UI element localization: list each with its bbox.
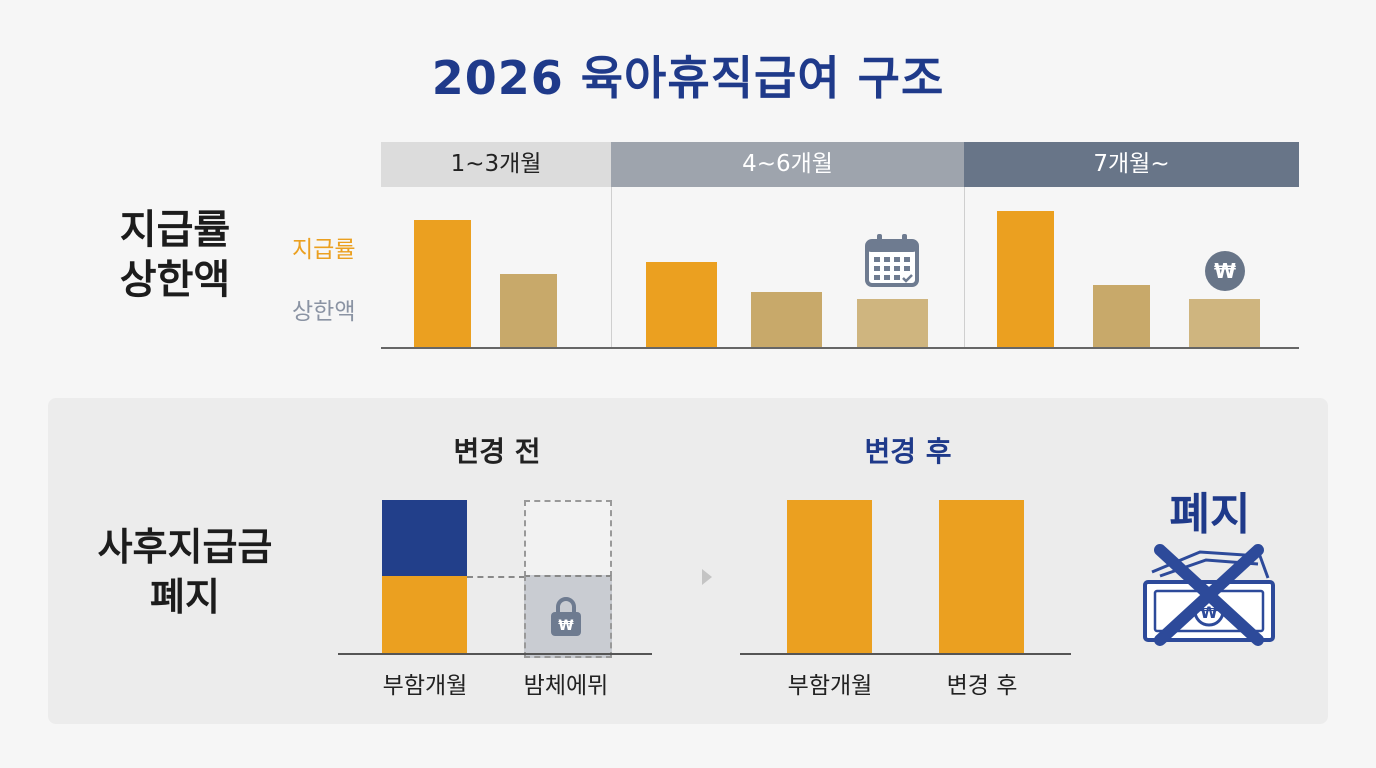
after-title: 변경 후 [864,435,952,468]
after-baseline [740,653,1071,655]
before-label-1: 부함개월 [382,673,468,699]
svg-text:₩: ₩ [1200,603,1218,622]
top-row-label-line-2: 상한액 [119,257,231,303]
abolish-label: 폐지 [1169,489,1251,540]
phase-divider-2 [964,187,965,348]
svg-text:₩: ₩ [1214,259,1236,283]
bottom-row-label: 사후지급금 폐지 [60,522,310,622]
won-coin-icon: ₩ [1204,250,1246,296]
deferred-empty-box [524,500,612,577]
legend-cap-amount: 상한액 [292,299,356,325]
bar-2-series-2 [751,292,822,347]
before-bar-base-portion [382,576,467,654]
bottom-row-label-line-1: 사후지급금 [97,525,273,569]
bar-2-series-1 [646,261,717,347]
bar-2-series-3 [857,298,928,347]
after-label-2: 변경 후 [946,673,1018,699]
after-label-1: 부함개월 [787,673,873,699]
after-bar-2 [939,500,1024,654]
before-label-2: 밤체에뮈 [523,673,609,699]
top-row-label-line-1: 지급률 [119,207,231,253]
bar-3-series-1 [997,210,1054,347]
arrow-right-icon [700,568,714,590]
before-dashed-link [467,576,525,578]
before-bar-post-payment-portion [382,500,467,576]
before-title: 변경 전 [453,435,541,468]
bar-3-series-2 [1093,284,1150,347]
chart-baseline [381,347,1299,349]
after-bar-1 [787,500,872,654]
phase-header-1: 1~3개월 [381,142,611,187]
phase-header-3: 7개월~ [964,142,1299,187]
top-row-label: 지급률 상한액 [100,205,250,305]
bar-3-series-3 [1189,298,1260,347]
legend-payment-rate: 지급률 [292,237,356,263]
bar-1-series-1 [414,219,471,347]
before-baseline [338,653,652,655]
bottom-row-label-line-2: 폐지 [150,575,220,619]
svg-text:₩: ₩ [558,618,574,634]
calendar-icon [864,233,920,293]
phase-header-2: 4~6개월 [611,142,964,187]
bar-1-series-2 [500,274,557,347]
padlock-won-icon: ₩ [549,597,583,641]
crossed-banknote-icon: ₩ [1140,542,1280,650]
page-title: 2026 육아휴직급여 구조 [431,51,945,105]
abolish-panel [48,398,1328,724]
phase-divider-1 [611,187,612,348]
